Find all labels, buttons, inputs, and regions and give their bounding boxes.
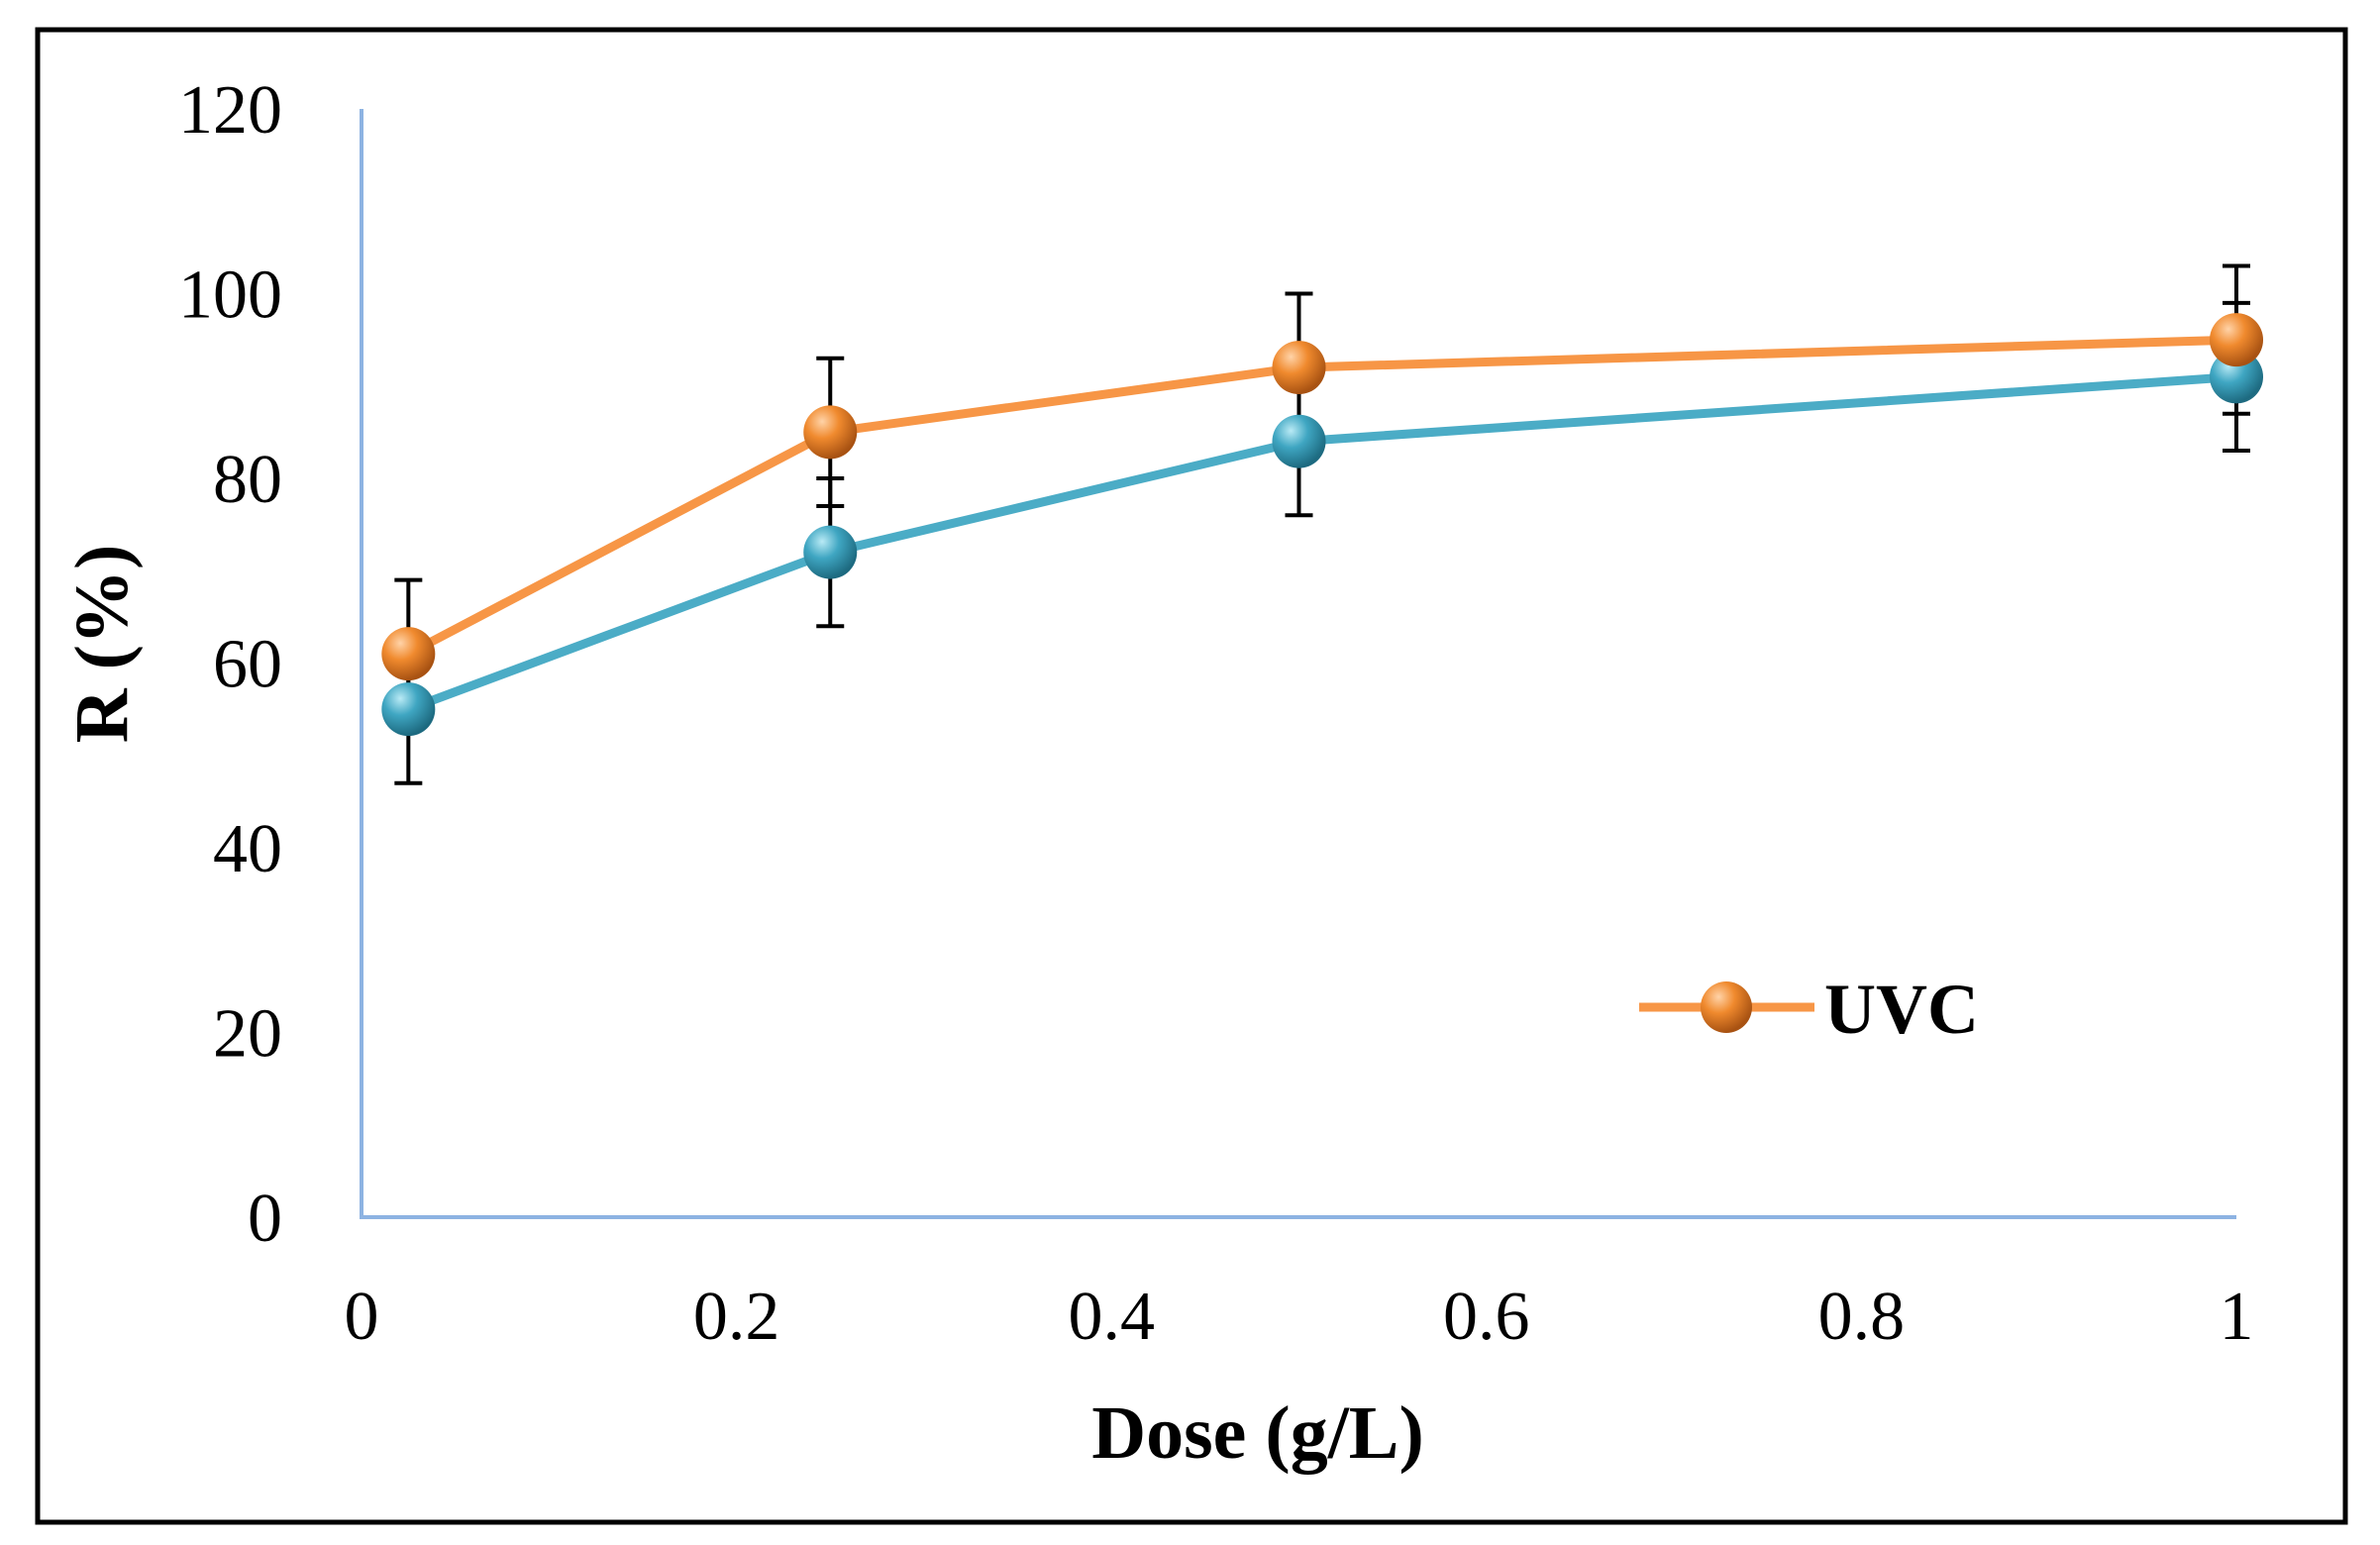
x-axis-title: Dose (g/L)	[1091, 1391, 1424, 1475]
x-tick-label: 0	[345, 1279, 379, 1355]
x-tick-labels: 0 0.2 0.4 0.6 0.8 1	[345, 1279, 2254, 1355]
y-tick-label: 80	[213, 442, 282, 518]
y-tick-label: 0	[248, 1181, 282, 1257]
x-tick-label: 1	[2220, 1279, 2254, 1355]
series-blue-line	[403, 371, 2241, 714]
y-tick-labels: 0 20 40 60 80 100 120	[178, 72, 282, 1257]
series-layer	[381, 263, 2263, 785]
y-tick-label: 60	[213, 627, 282, 703]
series-uvc-point	[1272, 341, 1326, 395]
y-axis-title: R (%)	[60, 545, 144, 744]
x-tick-label: 0.8	[1818, 1279, 1906, 1355]
y-tick-label: 120	[178, 72, 282, 149]
chart-frame	[35, 27, 2348, 1525]
legend-label-uvc: UVC	[1824, 970, 1979, 1049]
x-tick-label: 0.6	[1443, 1279, 1530, 1355]
x-tick-label: 0.2	[693, 1279, 780, 1355]
series-blue-point	[1272, 414, 1326, 468]
y-tick-label: 100	[178, 258, 282, 334]
series-uvc-point	[381, 627, 436, 681]
series-blue-point	[2210, 350, 2263, 404]
y-tick-label: 40	[213, 811, 282, 887]
legend-marker-uvc	[1701, 981, 1752, 1033]
y-tick-label: 20	[213, 996, 282, 1073]
legend: UVC	[1639, 970, 1979, 1049]
series-uvc-point	[803, 405, 858, 460]
series-blue-point	[803, 525, 858, 579]
x-tick-label: 0.4	[1068, 1279, 1155, 1355]
series-blue-point	[381, 682, 436, 737]
series-uvc-point	[2210, 313, 2263, 367]
series-uvc-line	[403, 335, 2241, 659]
